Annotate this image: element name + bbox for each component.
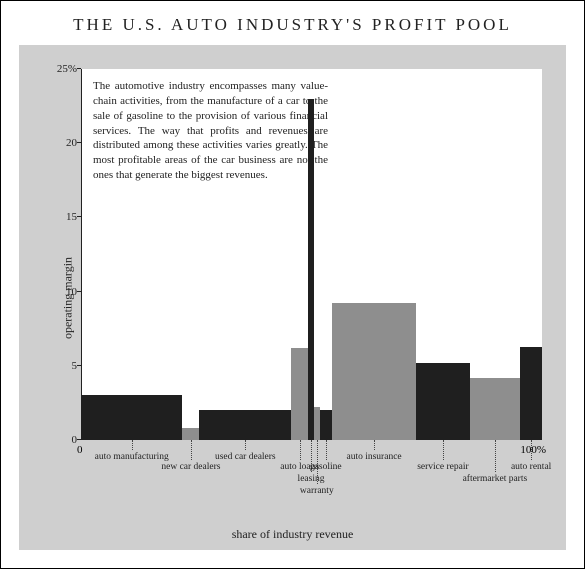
category-leader (495, 440, 496, 472)
category-leader (374, 440, 375, 450)
bar (520, 347, 542, 440)
y-tick-label: 15 (66, 211, 81, 223)
bar (308, 99, 314, 440)
y-tick-label: 25% (57, 63, 81, 75)
x-axis-end-label: 100% (520, 444, 546, 456)
figure-container: THE U.S. AUTO INDUSTRY'S PROFIT POOL ope… (0, 0, 585, 569)
y-tick-mark (77, 291, 81, 292)
y-tick-label: 20 (66, 137, 81, 149)
y-tick-label: 10 (66, 286, 81, 298)
bar (320, 410, 332, 440)
category-leader (191, 440, 192, 460)
y-tick-label: 5 (72, 360, 82, 372)
category-label: used car dealers (215, 452, 276, 462)
category-label: auto rental (511, 462, 551, 472)
category-leader (443, 440, 444, 460)
bar (470, 378, 521, 440)
x-axis-label: share of industry revenue (232, 527, 354, 542)
bar (416, 363, 469, 440)
category-label: auto insurance (346, 452, 401, 462)
annotation-text: The automotive industry encompasses many… (93, 79, 328, 183)
y-tick-mark (77, 365, 81, 366)
category-label: warranty (300, 486, 334, 496)
y-tick-mark (77, 142, 81, 143)
category-leader (132, 440, 133, 450)
y-tick-mark (77, 68, 81, 69)
category-label: aftermarket parts (463, 474, 528, 484)
y-tick-mark (77, 216, 81, 217)
bar (291, 348, 308, 440)
bar (81, 395, 182, 440)
category-leader (245, 440, 246, 450)
y-tick-label: 0 (72, 434, 82, 446)
plot-area: 0 100% The automotive industry encompass… (81, 69, 542, 440)
y-axis-line (81, 69, 82, 440)
bar (199, 410, 291, 440)
category-label: auto manufacturing (95, 452, 169, 462)
bar (332, 303, 417, 440)
category-leader (531, 440, 532, 460)
category-label: gasoline (310, 462, 342, 472)
chart-frame: operating margin share of industry reven… (19, 45, 566, 550)
category-label: service repair (417, 462, 468, 472)
chart-title: THE U.S. AUTO INDUSTRY'S PROFIT POOL (1, 1, 584, 45)
category-label: leasing (298, 474, 325, 484)
category-label: new car dealers (161, 462, 220, 472)
category-leader (326, 440, 327, 460)
category-leader (300, 440, 301, 460)
bar (182, 428, 199, 440)
